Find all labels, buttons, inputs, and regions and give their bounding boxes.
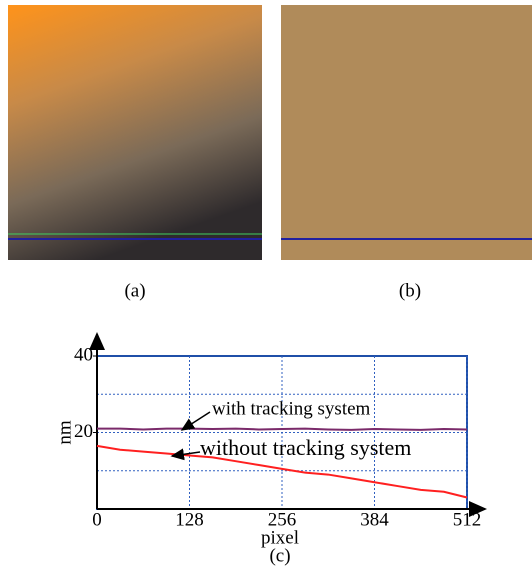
y-tick-label: 20: [74, 421, 93, 442]
x-tick-label: 0: [92, 509, 102, 530]
annotation: without tracking system: [200, 435, 411, 460]
image-b: [281, 5, 532, 260]
x-tick-label: 512: [453, 509, 482, 530]
annotation-arrow: [182, 412, 210, 430]
y-axis-label: nm: [54, 420, 75, 445]
x-tick-label: 384: [360, 509, 389, 530]
y-tick-label: 40: [74, 344, 93, 365]
page: (a) (b) 01282563845122040pixel(c)nm with…: [0, 0, 532, 578]
figure: (a) (b) 01282563845122040pixel(c)nm with…: [0, 0, 532, 573]
image-a: [8, 5, 262, 260]
x-tick-label: 128: [175, 509, 204, 530]
data-line: [97, 429, 467, 430]
panel-label: (a): [124, 280, 145, 301]
caption: (c): [269, 545, 290, 566]
annotation: with tracking system: [212, 398, 371, 419]
panel-label: (b): [399, 280, 421, 301]
